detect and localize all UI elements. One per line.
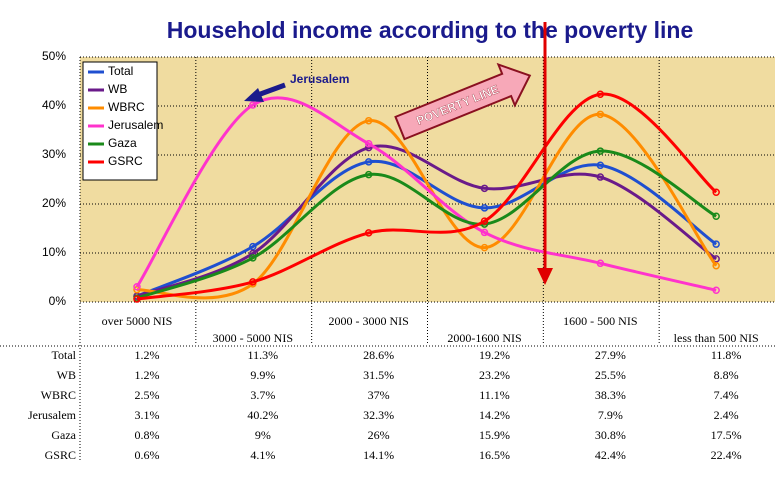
table-cell: 11.1% bbox=[479, 388, 510, 402]
table-cell: 15.9% bbox=[479, 428, 510, 442]
table-cell: 1.2% bbox=[135, 348, 160, 362]
table-cell: 14.2% bbox=[479, 408, 510, 422]
chart-title: Household income according to the povert… bbox=[167, 17, 694, 43]
table-cell: 31.5% bbox=[363, 368, 394, 382]
x-tick-label: 2000-1600 NIS bbox=[447, 331, 521, 345]
table-cell: 22.4% bbox=[711, 448, 742, 462]
table-cell: 19.2% bbox=[479, 348, 510, 362]
x-tick-label: less than 500 NIS bbox=[674, 331, 759, 345]
legend-label: GSRC bbox=[108, 154, 143, 168]
table-cell: 38.3% bbox=[595, 388, 626, 402]
x-tick-label: 1600 - 500 NIS bbox=[563, 314, 637, 328]
table-cell: 4.1% bbox=[250, 448, 275, 462]
table-cell: 8.8% bbox=[714, 368, 739, 382]
table-cell: 11.8% bbox=[711, 348, 742, 362]
row-label: WB bbox=[57, 368, 76, 382]
y-tick-label: 0% bbox=[49, 294, 67, 308]
annotation: Jerusalem bbox=[290, 72, 349, 86]
table-cell: 2.5% bbox=[135, 388, 160, 402]
row-label: Total bbox=[52, 348, 77, 362]
row-label: Gaza bbox=[51, 428, 76, 442]
table-cell: 17.5% bbox=[711, 428, 742, 442]
table-cell: 23.2% bbox=[479, 368, 510, 382]
legend-label: Jerusalem bbox=[108, 118, 163, 132]
table-cell: 32.3% bbox=[363, 408, 394, 422]
table-cell: 25.5% bbox=[595, 368, 626, 382]
table-cell: 40.2% bbox=[247, 408, 278, 422]
table-cell: 14.1% bbox=[363, 448, 394, 462]
x-tick-label: 2000 - 3000 NIS bbox=[328, 314, 408, 328]
legend-label: Gaza bbox=[108, 136, 137, 150]
table-cell: 26% bbox=[368, 428, 390, 442]
chart: Household income according to the povert… bbox=[0, 0, 775, 479]
y-tick-label: 10% bbox=[42, 245, 66, 259]
table-cell: 1.2% bbox=[135, 368, 160, 382]
table-cell: 11.3% bbox=[248, 348, 279, 362]
table-cell: 27.9% bbox=[595, 348, 626, 362]
legend-label: WB bbox=[108, 82, 127, 96]
table-cell: 16.5% bbox=[479, 448, 510, 462]
table-cell: 3.7% bbox=[250, 388, 275, 402]
row-label: Jerusalem bbox=[28, 408, 77, 422]
table-cell: 28.6% bbox=[363, 348, 394, 362]
y-tick-label: 50% bbox=[42, 49, 66, 63]
x-tick-label: over 5000 NIS bbox=[102, 314, 173, 328]
y-tick-label: 40% bbox=[42, 98, 66, 112]
legend-label: WBRC bbox=[108, 100, 145, 114]
y-tick-label: 20% bbox=[42, 196, 66, 210]
y-tick-label: 30% bbox=[42, 147, 66, 161]
row-label: GSRC bbox=[45, 448, 76, 462]
table-cell: 7.9% bbox=[598, 408, 623, 422]
table-cell: 9.9% bbox=[250, 368, 275, 382]
table-cell: 0.6% bbox=[135, 448, 160, 462]
table-cell: 9% bbox=[255, 428, 271, 442]
table-cell: 3.1% bbox=[135, 408, 160, 422]
x-tick-label: 3000 - 5000 NIS bbox=[213, 331, 293, 345]
table-cell: 2.4% bbox=[714, 408, 739, 422]
table-cell: 7.4% bbox=[714, 388, 739, 402]
table-cell: 0.8% bbox=[135, 428, 160, 442]
legend-label: Total bbox=[108, 64, 133, 78]
row-label: WBRC bbox=[41, 388, 76, 402]
table-cell: 37% bbox=[368, 388, 390, 402]
table-cell: 30.8% bbox=[595, 428, 626, 442]
table-cell: 42.4% bbox=[595, 448, 626, 462]
